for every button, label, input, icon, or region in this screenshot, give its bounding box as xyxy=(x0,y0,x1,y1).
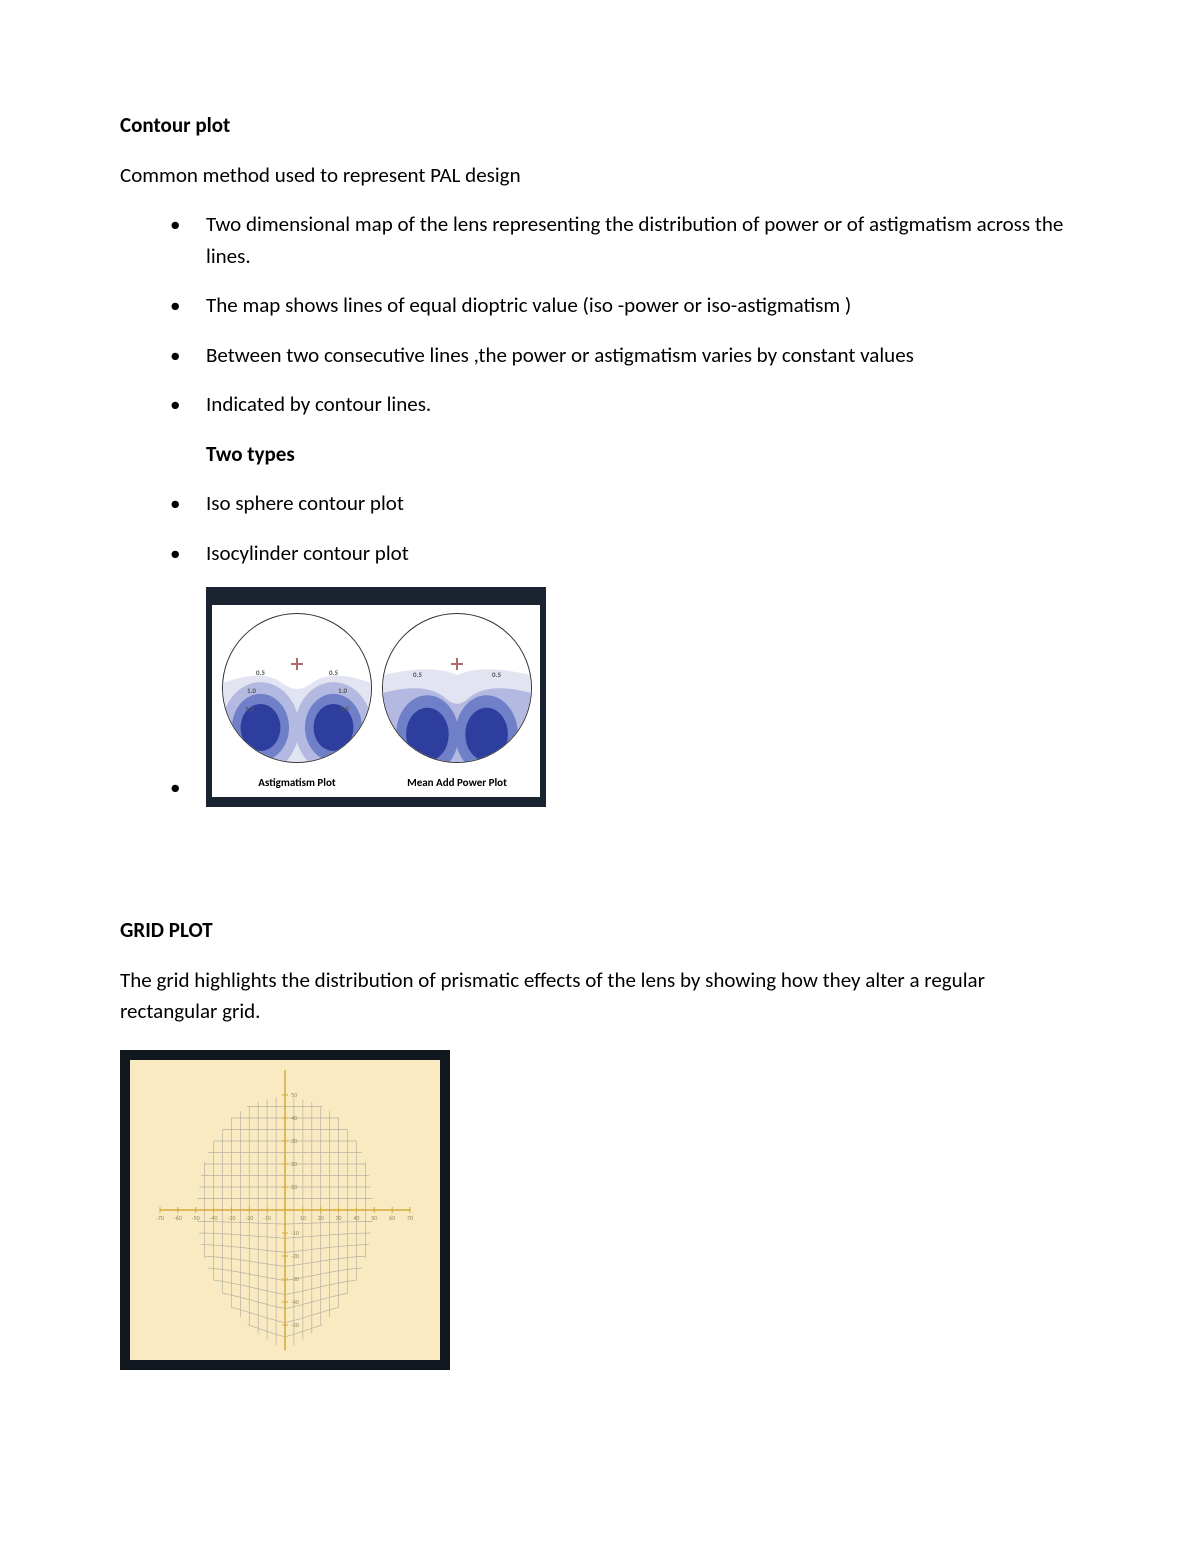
contour-plots-figure: 0.5 0.5 1.0 1.0 1.5 1.5 0.5 0.5 Astigmat… xyxy=(206,587,546,807)
svg-text:-20: -20 xyxy=(245,1214,253,1222)
svg-text:-40: -40 xyxy=(210,1214,218,1222)
svg-text:-20: -20 xyxy=(291,1252,299,1260)
svg-text:-30: -30 xyxy=(291,1275,299,1283)
contour-label: 0.5 xyxy=(329,668,338,679)
contour-plot-intro: Common method used to represent PAL desi… xyxy=(120,160,1080,192)
figure-caption: Mean Add Power Plot xyxy=(382,775,532,792)
svg-text:-60: -60 xyxy=(174,1214,182,1222)
list-item: Isocylinder contour plot xyxy=(170,538,1080,570)
figure-1-wrap: • 0.5 0.5 1.0 1.0 1.5 1.5 xyxy=(120,587,1080,807)
svg-text:-40: -40 xyxy=(291,1298,299,1306)
svg-text:-50: -50 xyxy=(192,1214,200,1222)
svg-text:20: 20 xyxy=(318,1214,324,1222)
svg-text:10: 10 xyxy=(291,1183,297,1191)
fitting-cross-icon xyxy=(451,658,463,670)
list-item: Two dimensional map of the lens represen… xyxy=(170,209,1080,272)
svg-text:10: 10 xyxy=(300,1214,306,1222)
svg-text:70: 70 xyxy=(407,1214,413,1222)
figure-caption: Astigmatism Plot xyxy=(222,775,372,792)
svg-text:30: 30 xyxy=(291,1137,297,1145)
contour-label: 1.0 xyxy=(338,686,347,697)
grid-plot-figure: -70-60-50-40-30-20-1010203040506070-50-4… xyxy=(120,1050,450,1370)
svg-text:50: 50 xyxy=(371,1214,377,1222)
svg-text:50: 50 xyxy=(291,1091,297,1099)
bullet-list-b: Iso sphere contour plot Isocylinder cont… xyxy=(120,488,1080,569)
svg-text:20: 20 xyxy=(291,1160,297,1168)
list-item: Indicated by contour lines. xyxy=(170,389,1080,421)
svg-text:40: 40 xyxy=(291,1114,297,1122)
astigmatism-plot: 0.5 0.5 1.0 1.0 1.5 1.5 xyxy=(222,613,372,763)
contour-label: 0.5 xyxy=(492,670,501,681)
list-item: Iso sphere contour plot xyxy=(170,488,1080,520)
stray-bullet: • xyxy=(170,772,180,804)
svg-text:40: 40 xyxy=(353,1214,359,1222)
mean-add-power-plot: 0.5 0.5 xyxy=(382,613,532,763)
contour-label: 0.5 xyxy=(256,668,265,679)
contour-label: 0.5 xyxy=(413,670,422,681)
svg-text:60: 60 xyxy=(389,1214,395,1222)
grid-plot-para: The grid highlights the distribution of … xyxy=(120,965,1080,1028)
bullet-list-a: Two dimensional map of the lens represen… xyxy=(120,209,1080,421)
contour-plot-heading: Contour plot xyxy=(120,110,1080,142)
fitting-cross-icon xyxy=(291,658,303,670)
list-item: The map shows lines of equal dioptric va… xyxy=(170,290,1080,322)
contour-label: 1.5 xyxy=(245,704,254,715)
grid-plot-heading: GRID PLOT xyxy=(120,915,1080,947)
contour-label: 1.0 xyxy=(247,686,256,697)
svg-text:-70: -70 xyxy=(156,1214,164,1222)
contour-label: 1.5 xyxy=(340,704,349,715)
two-types-subhead: Two types xyxy=(120,439,1080,471)
svg-text:-10: -10 xyxy=(263,1214,271,1222)
list-item: Between two consecutive lines ,the power… xyxy=(170,340,1080,372)
svg-text:-30: -30 xyxy=(227,1214,235,1222)
svg-text:30: 30 xyxy=(336,1214,342,1222)
svg-text:-10: -10 xyxy=(291,1229,299,1237)
svg-text:-50: -50 xyxy=(291,1321,299,1329)
